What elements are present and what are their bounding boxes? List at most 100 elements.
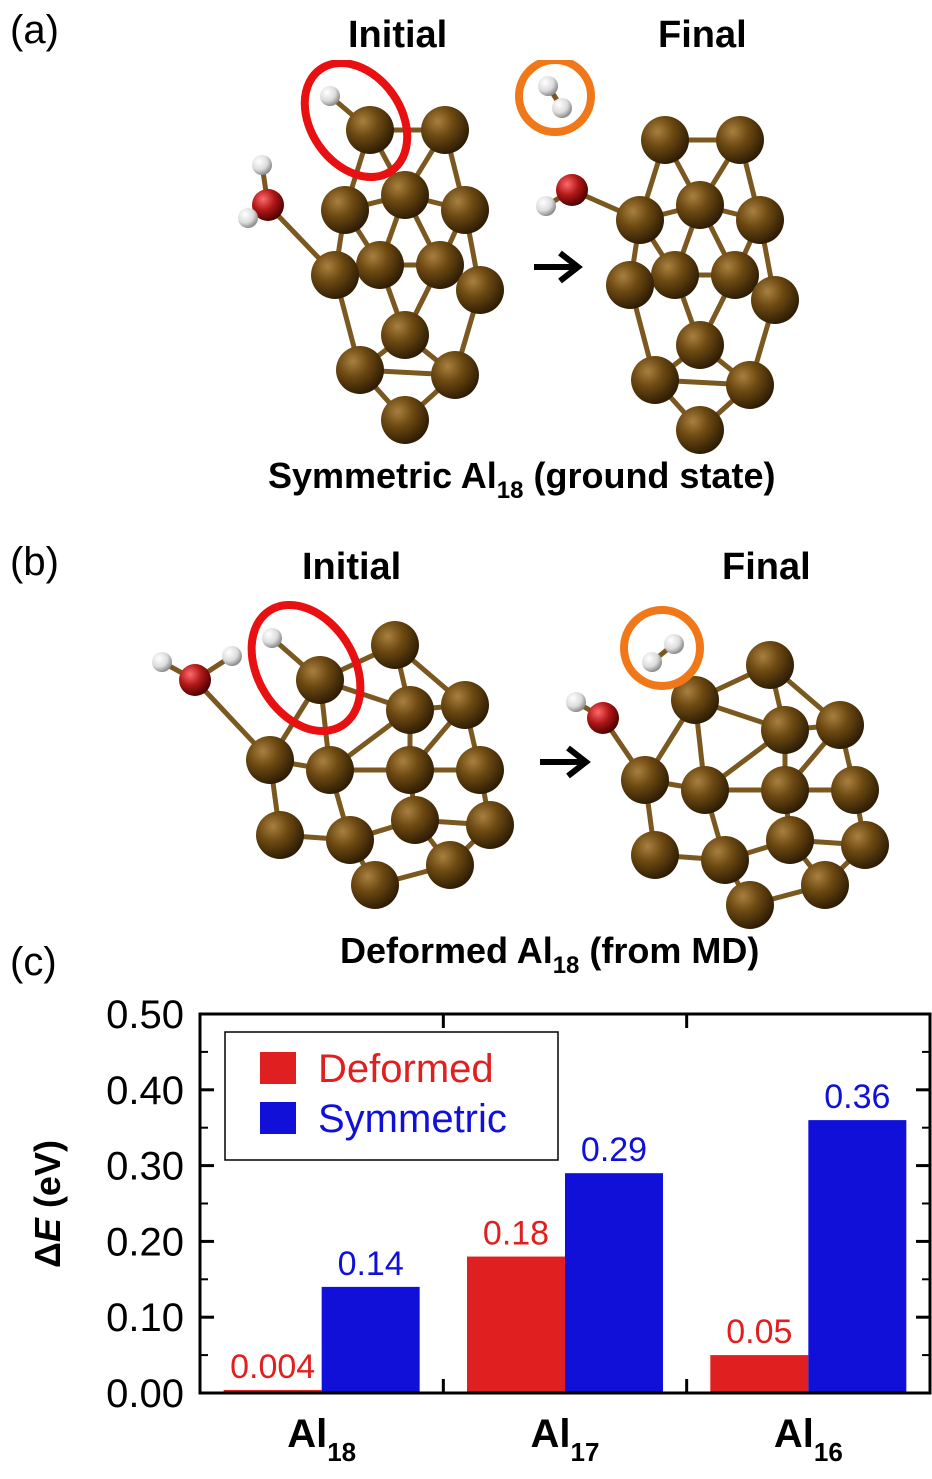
aluminum-atom xyxy=(421,106,469,154)
aluminum-atom xyxy=(726,881,774,929)
y-tick-label: 0.10 xyxy=(106,1296,184,1340)
chart-legend: Deformed Symmetric xyxy=(224,1031,559,1161)
aluminum-atom xyxy=(256,811,304,859)
hydrogen-atom xyxy=(642,652,662,672)
aluminum-atom xyxy=(426,841,474,889)
chart-y-ticks: 0.00 0.10 0.20 0.30 0.40 0.50 xyxy=(106,993,930,1416)
aluminum-atom xyxy=(736,196,784,244)
panel-a-caption: Symmetric Al18 (ground state) xyxy=(268,455,775,505)
aluminum-atom xyxy=(321,186,369,234)
aluminum-atom xyxy=(761,766,809,814)
chart-x-ticks: Al18 Al17 Al16 xyxy=(287,1014,843,1467)
panel-b-molecule-diagram xyxy=(152,600,889,929)
aluminum-atom xyxy=(606,261,654,309)
aluminum-atom xyxy=(466,801,514,849)
hydrogen-atom xyxy=(222,646,242,666)
aluminum-atom xyxy=(801,861,849,909)
aluminum-atom xyxy=(386,686,434,734)
aluminum-atom xyxy=(631,831,679,879)
data-label: 0.29 xyxy=(581,1131,647,1169)
aluminum-atom xyxy=(766,816,814,864)
y-axis-label: ΔE (eV) xyxy=(27,1140,68,1268)
hydrogen-atom xyxy=(252,155,272,175)
aluminum-atom xyxy=(306,746,354,794)
aluminum-atom xyxy=(621,756,669,804)
data-label: 0.36 xyxy=(824,1078,890,1116)
red-highlight-circle xyxy=(247,600,365,736)
legend-swatch-deformed xyxy=(260,1052,296,1084)
aluminum-atom xyxy=(631,356,679,404)
panel-a-atoms xyxy=(238,76,799,454)
x-tick-label: Al16 xyxy=(774,1412,843,1467)
aluminum-atom xyxy=(311,251,359,299)
panel-b-atoms xyxy=(152,621,889,929)
panel-b-caption-sub: 18 xyxy=(552,952,580,979)
hydrogen-atom xyxy=(566,692,586,712)
aluminum-atom xyxy=(676,321,724,369)
panel-a-initial-header: Initial xyxy=(348,14,448,56)
oxygen-atom xyxy=(179,664,211,696)
aluminum-atom xyxy=(716,116,764,164)
hydrogen-atom xyxy=(536,196,556,216)
legend-label-symmetric: Symmetric xyxy=(318,1097,507,1141)
hydrogen-atom xyxy=(262,628,282,648)
oxygen-atom xyxy=(556,174,588,206)
reaction-arrow-icon xyxy=(534,250,583,284)
data-label: 0.05 xyxy=(726,1313,792,1351)
aluminum-atom xyxy=(651,251,699,299)
panel-c-label: (c) xyxy=(10,940,57,984)
aluminum-atom xyxy=(326,816,374,864)
aluminum-atom xyxy=(441,186,489,234)
aluminum-atom xyxy=(761,706,809,754)
aluminum-atom xyxy=(456,746,504,794)
hydrogen-atom xyxy=(664,634,684,654)
y-tick-label: 0.50 xyxy=(106,993,184,1037)
aluminum-atom xyxy=(351,861,399,909)
data-label: 0.14 xyxy=(338,1245,404,1283)
aluminum-atom xyxy=(671,676,719,724)
panel-a-caption-main: Symmetric Al xyxy=(268,455,497,496)
aluminum-atom xyxy=(381,311,429,359)
panel-a-molecule-diagram xyxy=(238,60,799,454)
hydrogen-atom xyxy=(152,652,172,672)
aluminum-atom xyxy=(641,116,689,164)
aluminum-atom xyxy=(381,171,429,219)
aluminum-atom xyxy=(456,266,504,314)
y-tick-label: 0.30 xyxy=(106,1145,184,1189)
panel-a-label: (a) xyxy=(10,8,59,52)
x-tick-label: Al17 xyxy=(531,1412,600,1467)
aluminum-atom xyxy=(296,656,344,704)
aluminum-atom xyxy=(381,396,429,444)
aluminum-atom xyxy=(816,701,864,749)
aluminum-atom xyxy=(391,796,439,844)
oxygen-atom xyxy=(587,702,619,734)
aluminum-atom xyxy=(616,196,664,244)
y-tick-label: 0.40 xyxy=(106,1069,184,1113)
aluminum-atom xyxy=(441,681,489,729)
aluminum-atom xyxy=(701,836,749,884)
aluminum-atom xyxy=(371,621,419,669)
panel-b-caption-main: Deformed Al xyxy=(340,930,553,971)
aluminum-atom xyxy=(726,361,774,409)
hydrogen-atom xyxy=(552,98,572,118)
panel-b-final-header: Final xyxy=(722,546,811,588)
aluminum-atom xyxy=(336,346,384,394)
bar-symmetric xyxy=(808,1120,907,1393)
y-tick-label: 0.00 xyxy=(106,1372,184,1416)
panel-b-label: (b) xyxy=(10,540,59,584)
aluminum-atom xyxy=(346,106,394,154)
orange-highlight-circle xyxy=(620,606,704,690)
reaction-arrow-icon xyxy=(540,745,591,779)
aluminum-atom xyxy=(416,241,464,289)
aluminum-atom xyxy=(841,821,889,869)
aluminum-atom xyxy=(831,766,879,814)
hydrogen-atom xyxy=(538,76,558,96)
panel-a-caption-sub: 18 xyxy=(496,477,524,504)
legend-label-deformed: Deformed xyxy=(318,1047,494,1091)
panel-a-caption-post: (ground state) xyxy=(523,455,776,496)
bar-deformed xyxy=(223,1389,322,1393)
oxygen-atom xyxy=(252,189,284,221)
panel-b-caption: Deformed Al18 (from MD) xyxy=(340,930,759,980)
panel-b-initial-header: Initial xyxy=(302,546,402,588)
